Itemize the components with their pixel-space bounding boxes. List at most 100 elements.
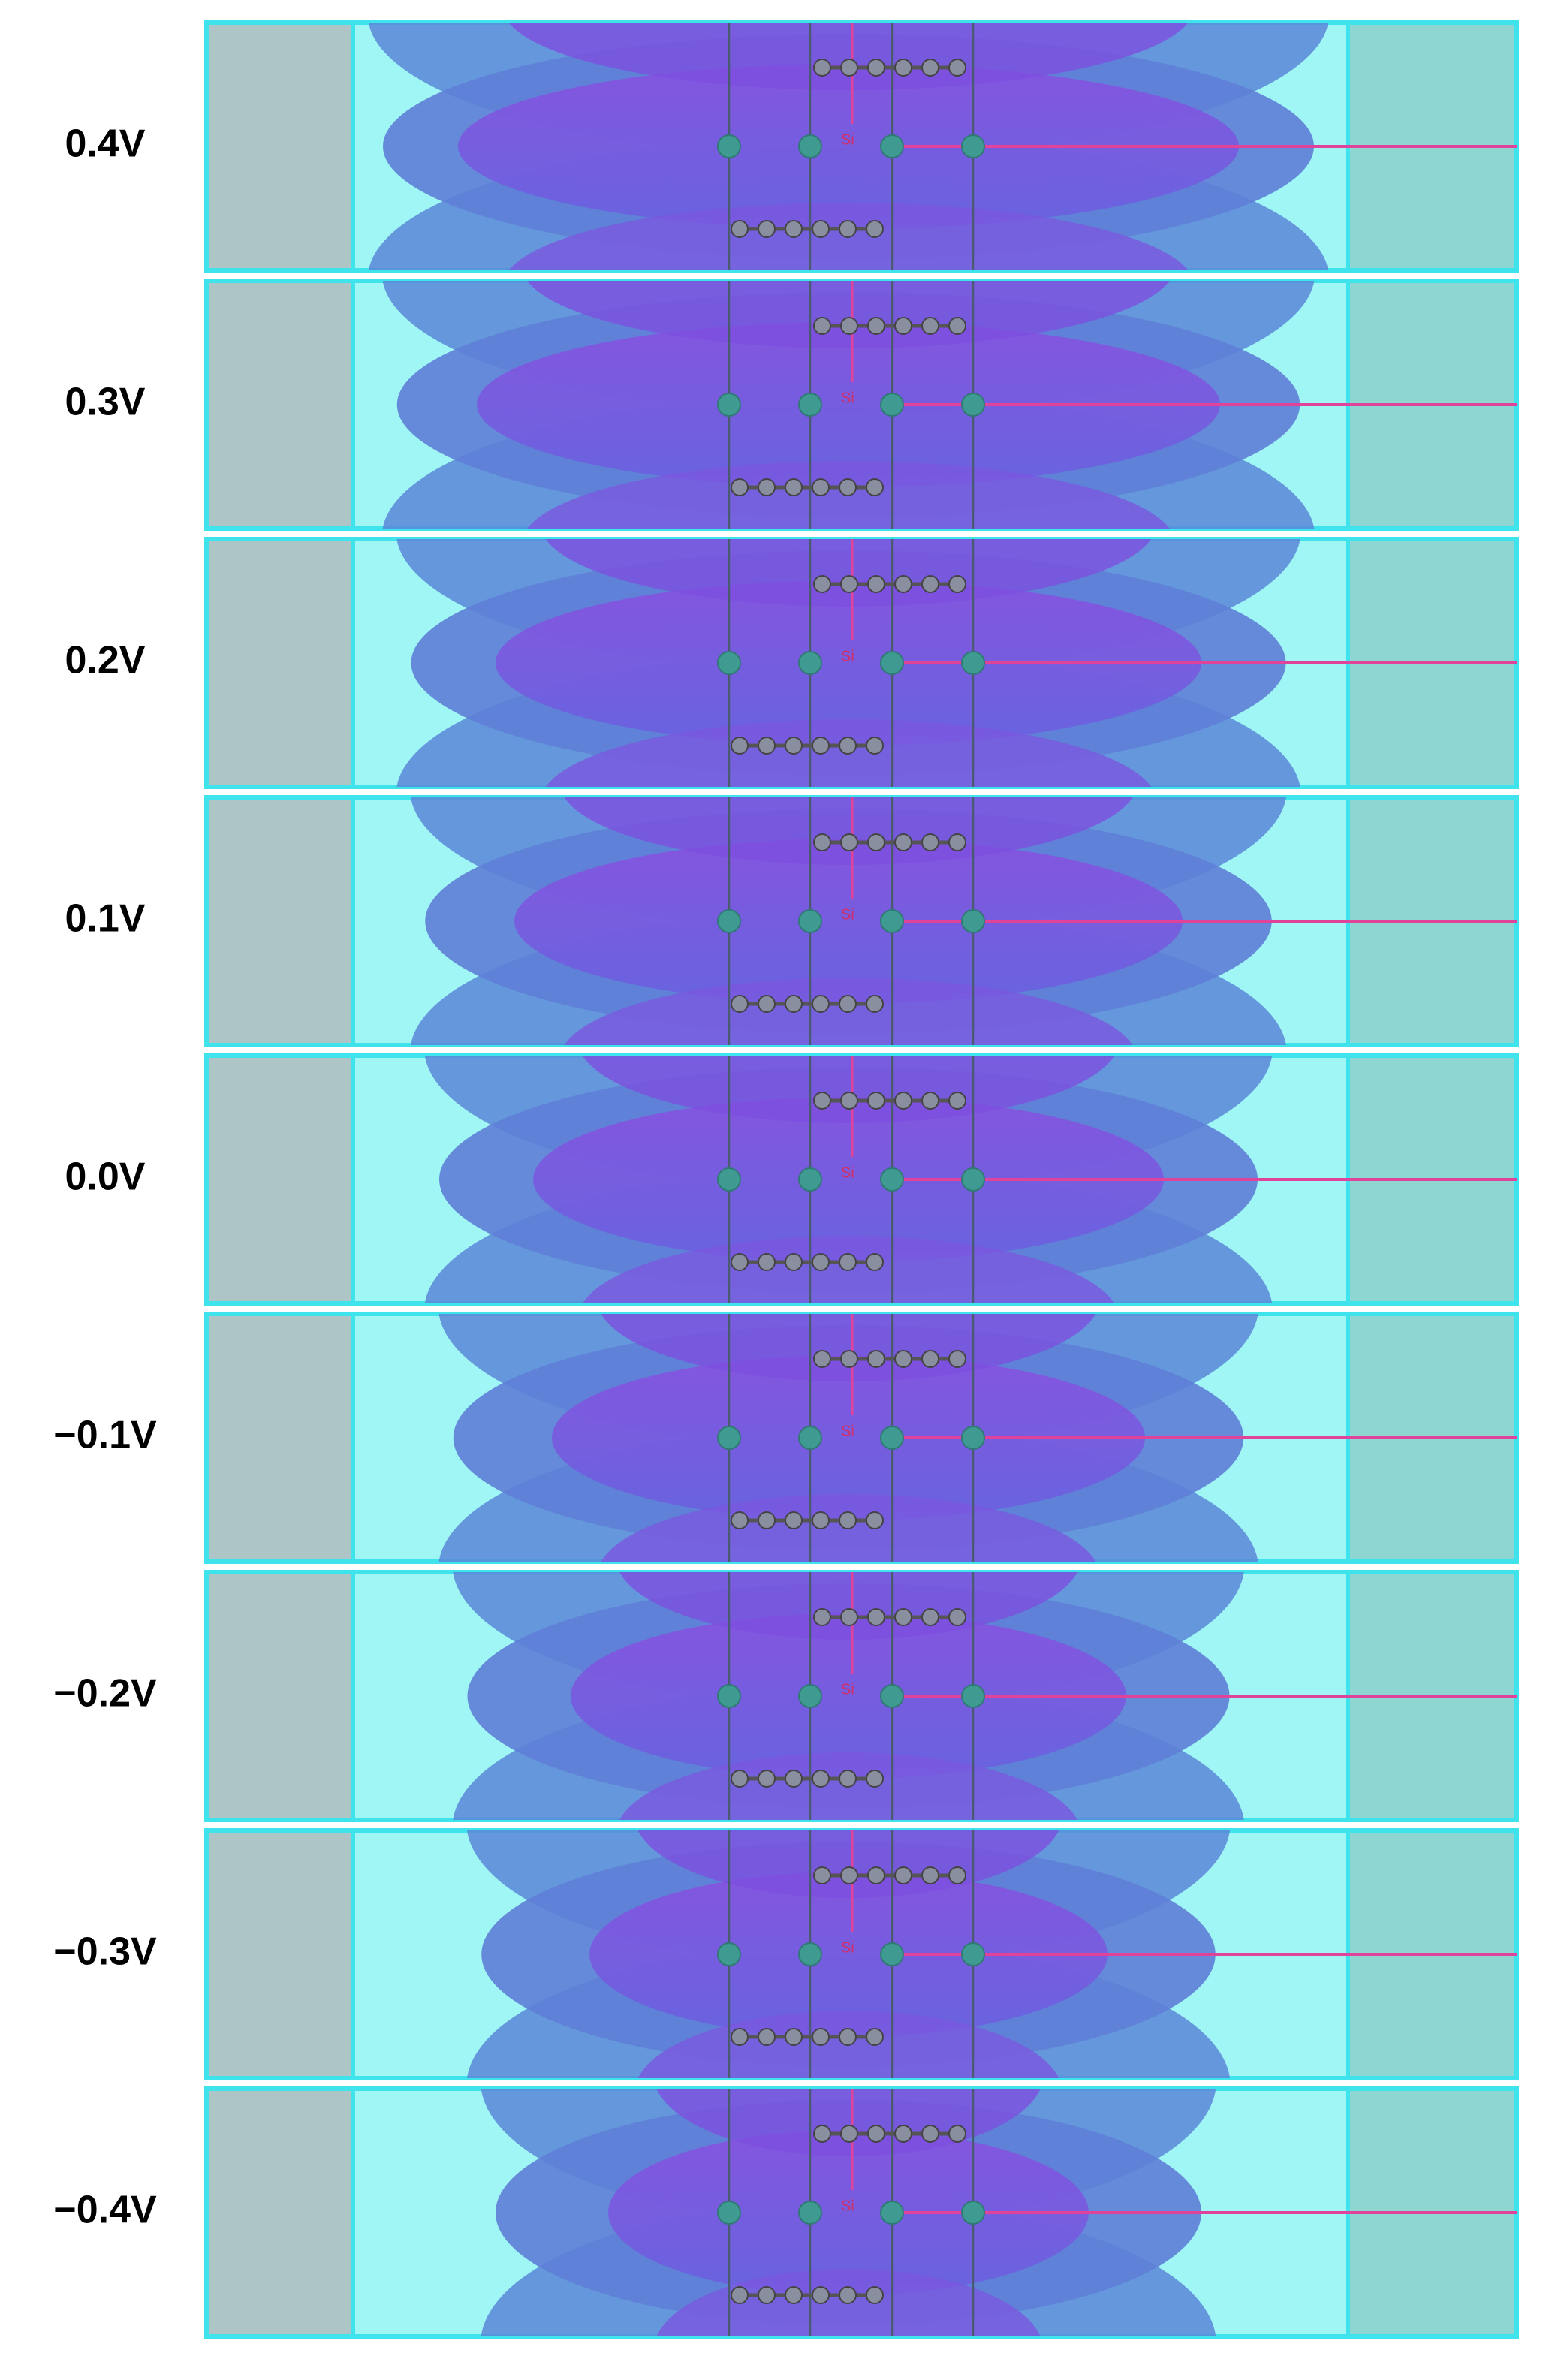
chain-atom [731, 1253, 749, 1271]
core-lobe [589, 1872, 1108, 2037]
chain-atom [840, 2125, 858, 2143]
chain-atom [867, 59, 885, 77]
panel: Si −0.4V [53, 2086, 1519, 2339]
chain-atom [839, 1253, 857, 1271]
panel: Si 0.4V [65, 20, 1519, 273]
chain-atom [731, 737, 749, 755]
atom [798, 909, 822, 933]
chain-atom [785, 1770, 803, 1788]
core-top [656, 2089, 1041, 2156]
atom-label: Si [841, 1939, 854, 1956]
voltage-label: 0.3V [65, 381, 146, 424]
core-lobe [571, 1613, 1126, 1779]
atom [717, 651, 741, 675]
chain-atom [840, 1092, 858, 1110]
chain-atom [785, 995, 803, 1013]
panel: Si 0.2V [65, 537, 1519, 789]
atom [880, 134, 904, 158]
chain-atom [812, 737, 830, 755]
chain-atom [785, 1511, 803, 1529]
voltage-label: −0.3V [53, 1930, 157, 1974]
left-electrode [204, 1053, 355, 1306]
chain-atom [839, 2028, 857, 2046]
chain-atom [866, 2028, 884, 2046]
chain-atom [894, 1092, 912, 1110]
chain-atom [731, 1511, 749, 1529]
chain-atom [839, 1511, 857, 1529]
core-top [601, 1314, 1096, 1381]
chain-atom [840, 59, 858, 77]
chain-atom [839, 737, 857, 755]
chain-atom [812, 1511, 830, 1529]
chain-atom [921, 1092, 939, 1110]
panel: Si 0.0V [65, 1053, 1519, 1306]
atom-label: Si [841, 2198, 854, 2214]
left-electrode [204, 1828, 355, 2080]
atom [961, 1684, 985, 1708]
chain-atom [813, 833, 831, 851]
chain-atom [867, 1092, 885, 1110]
atom [880, 1684, 904, 1708]
chain-atom [731, 1770, 749, 1788]
core-lobe [514, 839, 1183, 1004]
atom [961, 1942, 985, 1966]
left-electrode [204, 537, 355, 789]
chain-atom [866, 995, 884, 1013]
chain-atom [921, 2125, 939, 2143]
chain-atom [866, 1770, 884, 1788]
voltage-label: 0.4V [65, 122, 146, 166]
chain-atom [948, 1092, 966, 1110]
left-electrode [204, 1570, 355, 1822]
chain-atom [813, 317, 831, 335]
chain-atom [921, 1608, 939, 1626]
atom [961, 1426, 985, 1450]
left-electrode [204, 279, 355, 531]
core-lobe [458, 64, 1239, 229]
chain-atom [948, 317, 966, 335]
voltage-label: −0.4V [53, 2189, 157, 2232]
chain-atom [758, 1511, 776, 1529]
chain-atom [785, 220, 803, 238]
atom [880, 1167, 904, 1192]
atom [880, 2201, 904, 2225]
chain-atom [866, 1511, 884, 1529]
voltage-label: −0.2V [53, 1672, 157, 1716]
atom [798, 2201, 822, 2225]
chain-atom [785, 478, 803, 496]
core-lobe [477, 322, 1220, 487]
chain-atom [894, 317, 912, 335]
chain-atom [948, 1866, 966, 1884]
core-lobe [552, 1355, 1145, 1520]
chain-atom [866, 220, 884, 238]
voltage-label: −0.1V [53, 1414, 157, 1457]
chain-atom [813, 1608, 831, 1626]
chain-atom [840, 575, 858, 593]
chain-atom [758, 995, 776, 1013]
atom [880, 651, 904, 675]
chain-atom [839, 995, 857, 1013]
panel: Si −0.1V [53, 1312, 1519, 1564]
chain-atom [758, 1253, 776, 1271]
chain-atom [866, 737, 884, 755]
chain-atom [866, 478, 884, 496]
atom-label: Si [841, 390, 854, 406]
atom [798, 1426, 822, 1450]
chain-atom [840, 317, 858, 335]
chain-atom [867, 1608, 885, 1626]
atom [798, 1167, 822, 1192]
chain-atom [840, 1608, 858, 1626]
chain-atom [758, 220, 776, 238]
chain-atom [731, 220, 749, 238]
chain-atom [921, 59, 939, 77]
atom [717, 2201, 741, 2225]
atom [717, 1426, 741, 1450]
chain-atom [785, 2028, 803, 2046]
panel: Si 0.3V [65, 279, 1519, 531]
atom-label: Si [841, 1681, 854, 1698]
chain-atom [866, 2286, 884, 2304]
chain-atom [758, 2286, 776, 2304]
chain-atom [894, 1350, 912, 1368]
core-top [527, 281, 1170, 348]
blob [411, 797, 1286, 1045]
chain-atom [948, 575, 966, 593]
